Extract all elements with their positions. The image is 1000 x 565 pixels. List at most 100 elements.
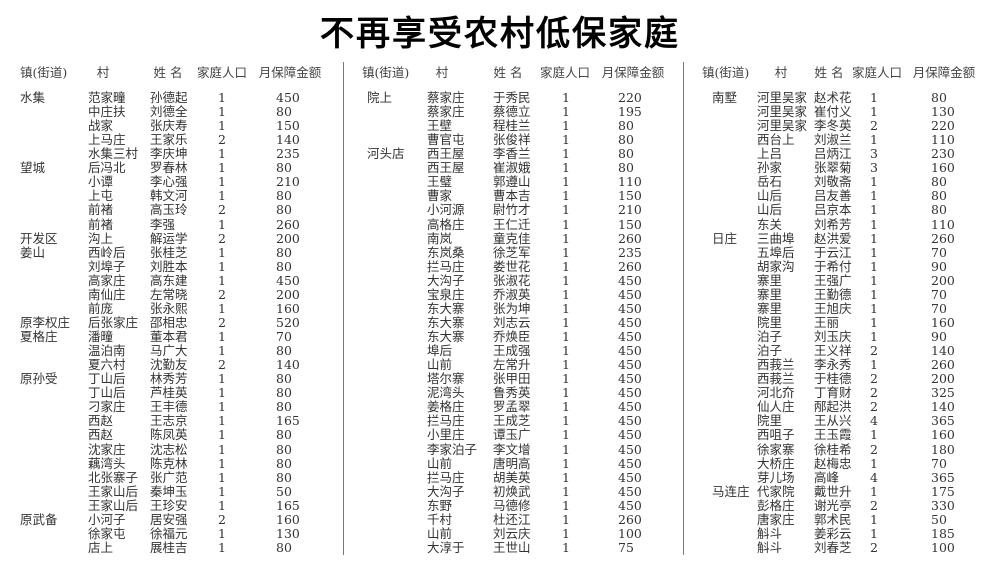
cell-household-size: 2 — [870, 399, 878, 415]
cell-monthly-allowance: 70 — [276, 329, 292, 345]
cell-monthly-allowance: 235 — [276, 146, 300, 162]
cell-monthly-allowance: 100 — [618, 525, 642, 541]
cell-household-size: 1 — [218, 525, 226, 541]
cell-name: 娄世花 — [493, 258, 531, 274]
cell-name: 赵术花 — [814, 90, 852, 105]
cell-monthly-allowance: 450 — [618, 371, 642, 387]
cell-name: 童克佳 — [493, 230, 531, 246]
cell-village: 姜格庄 — [427, 399, 465, 415]
cell-name: 王成强 — [493, 343, 531, 359]
cell-name: 徐桂希 — [814, 441, 852, 457]
cell-household-size: 1 — [562, 118, 570, 134]
cell-village: 院里 — [757, 413, 783, 429]
cell-household-size: 1 — [218, 174, 226, 190]
cell-monthly-allowance: 200 — [931, 272, 955, 288]
cell-household-size: 1 — [870, 258, 878, 274]
cell-name: 吕炳江 — [814, 146, 852, 162]
cell-monthly-allowance: 75 — [618, 539, 634, 555]
cell-household-size: 1 — [218, 244, 226, 260]
cell-village: 河里吴家 — [757, 118, 808, 134]
cell-village: 宝泉庄 — [427, 286, 465, 302]
cell-household-size: 1 — [218, 483, 226, 499]
cell-monthly-allowance: 200 — [276, 286, 300, 302]
cell-monthly-allowance: 260 — [931, 230, 955, 246]
cell-village: 王家山后 — [88, 483, 139, 499]
cell-name: 于桂德 — [814, 371, 852, 387]
cell-monthly-allowance: 90 — [931, 329, 947, 345]
cell-monthly-allowance: 80 — [276, 371, 292, 387]
cell-household-size: 2 — [870, 343, 878, 359]
cell-village: 斛斗 — [757, 539, 783, 555]
cell-household-size: 1 — [562, 371, 570, 387]
header-monthly-allowance: 月保障金额 — [912, 65, 976, 80]
cell-village: 丁山后 — [88, 385, 126, 401]
cell-household-size: 1 — [870, 174, 878, 190]
header-household-size: 家庭人口 — [196, 65, 248, 80]
cell-village: 五埠后 — [757, 244, 795, 260]
cell-monthly-allowance: 365 — [931, 469, 955, 485]
cell-household-size: 1 — [870, 272, 878, 288]
cell-monthly-allowance: 150 — [618, 216, 642, 232]
cell-village: 东大寨 — [427, 329, 465, 345]
cell-name: 张桂芝 — [150, 244, 188, 260]
cell-monthly-allowance: 450 — [276, 272, 300, 288]
cell-village: 蔡家庄 — [427, 90, 465, 105]
header-name: 姓 名 — [814, 65, 844, 80]
cell-village: 泊子 — [757, 343, 783, 359]
cell-monthly-allowance: 80 — [276, 343, 292, 359]
cell-village: 拦马庄 — [427, 258, 465, 274]
cell-household-size: 1 — [218, 188, 226, 204]
cell-name: 初焕武 — [493, 483, 531, 499]
cell-monthly-allowance: 150 — [276, 118, 300, 134]
cell-town: 河头店 — [367, 146, 405, 162]
cell-monthly-allowance: 80 — [276, 202, 292, 218]
cell-monthly-allowance: 80 — [931, 202, 947, 218]
cell-village: 范家疃 — [88, 90, 126, 105]
cell-name: 郭术民 — [814, 511, 852, 527]
cell-household-size: 1 — [870, 230, 878, 246]
cell-monthly-allowance: 180 — [931, 441, 955, 457]
cell-name: 高东建 — [150, 272, 188, 288]
cell-household-size: 1 — [218, 427, 226, 443]
cell-village: 斛斗 — [757, 525, 783, 541]
cell-village: 后张家庄 — [88, 314, 139, 330]
cell-village: 山前 — [427, 525, 453, 541]
cell-name: 高峰 — [814, 469, 840, 485]
cell-household-size: 2 — [218, 286, 226, 302]
cell-household-size: 2 — [870, 441, 878, 457]
cell-household-size: 1 — [870, 216, 878, 232]
cell-village: 藕湾头 — [88, 455, 126, 471]
cell-name: 李文增 — [493, 441, 531, 457]
cell-household-size: 1 — [870, 483, 878, 499]
cell-village: 温泊南 — [88, 343, 126, 359]
cell-name: 张俊祥 — [493, 132, 531, 148]
cell-name: 张为坤 — [493, 300, 531, 316]
cell-name: 于希付 — [814, 258, 852, 274]
cell-monthly-allowance: 70 — [931, 455, 947, 471]
cell-town: 马连庄 — [712, 483, 750, 499]
cell-household-size: 1 — [870, 329, 878, 345]
header-name: 姓 名 — [493, 65, 523, 80]
cell-monthly-allowance: 450 — [618, 314, 642, 330]
cell-monthly-allowance: 50 — [931, 511, 947, 527]
cell-name: 于秀民 — [493, 90, 531, 105]
cell-household-size: 1 — [562, 329, 570, 345]
cell-town: 望城 — [20, 160, 46, 176]
cell-village: 上屯 — [88, 188, 114, 204]
cell-village: 沟上 — [88, 230, 114, 246]
cell-name: 徐芝军 — [493, 244, 531, 260]
cell-village: 寨里 — [757, 286, 783, 302]
cell-household-size: 1 — [562, 230, 570, 246]
cell-monthly-allowance: 450 — [618, 441, 642, 457]
cell-household-size: 2 — [218, 314, 226, 330]
cell-name: 罗春林 — [150, 160, 188, 176]
cell-name: 刘德全 — [150, 104, 188, 120]
cell-household-size: 1 — [870, 188, 878, 204]
cell-household-size: 1 — [218, 385, 226, 401]
cell-household-size: 2 — [218, 511, 226, 527]
cell-monthly-allowance: 160 — [931, 427, 955, 443]
cell-name: 邴起洪 — [814, 399, 852, 415]
cell-monthly-allowance: 325 — [931, 385, 955, 401]
cell-monthly-allowance: 130 — [931, 104, 955, 120]
cell-name: 崔付义 — [814, 104, 852, 120]
